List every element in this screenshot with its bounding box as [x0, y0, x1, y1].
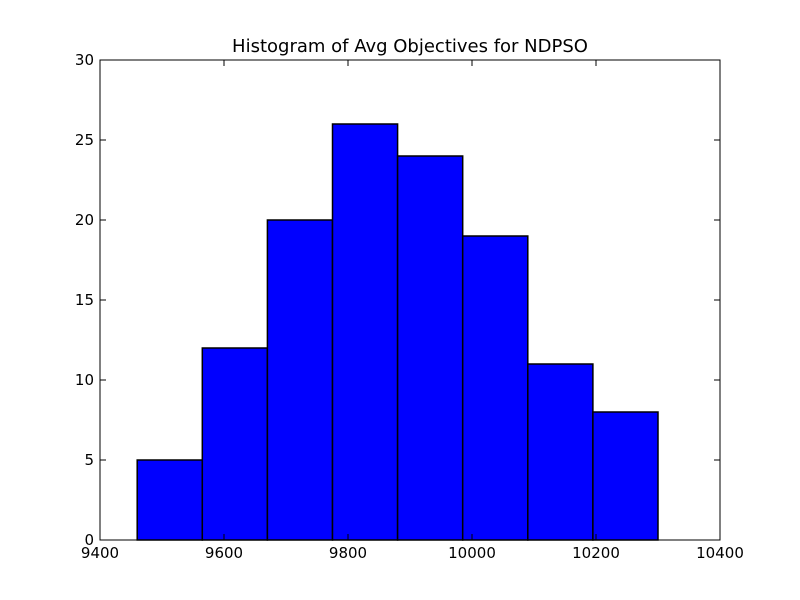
x-tick-label: 10000	[448, 544, 496, 562]
histogram-bar	[461, 235, 529, 541]
plot-area-frame	[99, 59, 721, 541]
y-tick-label: 10	[75, 371, 94, 389]
x-tick-label: 9600	[205, 544, 243, 562]
histogram-bar	[136, 459, 204, 541]
y-tick-label: 25	[75, 131, 94, 149]
y-tick-label: 20	[75, 211, 94, 229]
x-tick-label: 10400	[696, 544, 744, 562]
y-tick-label: 15	[75, 291, 94, 309]
y-tick-label: 30	[75, 51, 94, 69]
chart-title: Histogram of Avg Objectives for NDPSO	[232, 36, 588, 57]
histogram-bar	[592, 411, 659, 541]
y-tick-label: 0	[84, 531, 94, 549]
bars-group	[136, 123, 659, 541]
y-tick-label: 5	[84, 451, 94, 469]
histogram-bar	[266, 219, 334, 541]
histogram-bar	[331, 123, 399, 541]
x-tick-label: 9800	[329, 544, 367, 562]
histogram-bar	[396, 155, 464, 541]
histogram-bar	[201, 347, 269, 541]
x-tick-label: 10200	[572, 544, 620, 562]
ticks-group: 9400 9600 9800 10000 10200 10400 0 5 10 15 20 25 30	[75, 51, 744, 562]
x-tick-label: 9400	[81, 544, 119, 562]
histogram-bar	[527, 363, 594, 541]
